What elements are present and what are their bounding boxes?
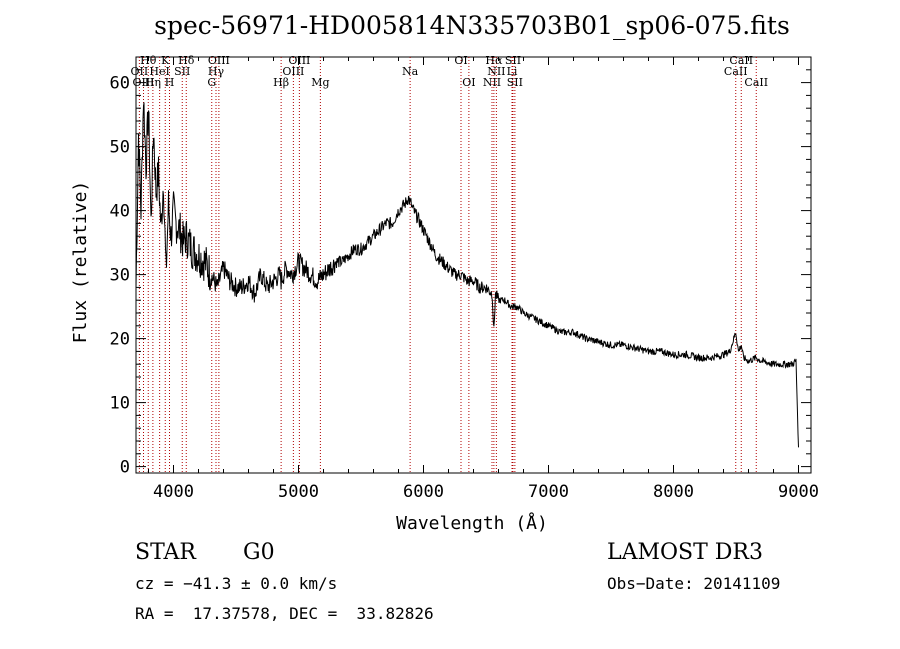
line-label-nii: NII (487, 65, 505, 78)
line-label-sii: SII (505, 54, 521, 67)
line-label-sii: SII (174, 65, 190, 78)
line-label-g: G (207, 76, 216, 89)
chart-title: spec-56971-HD005814N335703B01_sp06-075.f… (154, 11, 790, 40)
flux-series-line (135, 102, 799, 448)
line-label-k: K (161, 54, 170, 67)
y-axis-label: Flux (relative) (70, 181, 91, 344)
line-label-caii: CaII (729, 54, 753, 67)
spectral-line-markers (138, 57, 757, 473)
y-tick-label: 30 (110, 266, 130, 286)
y-tick-label: 40 (110, 202, 130, 222)
y-tick-label: 60 (110, 74, 130, 94)
line-label-li: Li (507, 65, 518, 78)
object-class: STAR (135, 540, 196, 565)
line-label-oi: OI (454, 54, 467, 67)
x-tick-label: 6000 (403, 482, 444, 502)
line-label-oi: OI (462, 76, 475, 89)
line-label-oiii: OIII (288, 54, 310, 67)
line-label-hδ: Hδ (178, 54, 195, 67)
line-label-oiii: OIII (282, 65, 304, 78)
y-tick-label: 0 (120, 458, 130, 478)
coordinates: RA = 17.37578, DEC = 33.82826 (135, 604, 434, 623)
plot-frame (135, 56, 812, 474)
survey-label: LAMOST DR3 (607, 540, 763, 565)
line-label-hη: Hη (145, 76, 161, 89)
line-label-oiii: OIII (208, 54, 230, 67)
x-tick-label: 9000 (778, 482, 819, 502)
line-label-na: Na (402, 65, 419, 78)
x-tick-label: 7000 (528, 482, 569, 502)
line-label-oii: OII (131, 65, 149, 78)
line-label-hβ: Hβ (273, 76, 289, 89)
y-tick-label: 50 (110, 138, 130, 158)
line-label-caii: CaII (744, 76, 768, 89)
redshift-cz: cz = −41.3 ± 0.0 km/s (135, 574, 338, 593)
x-axis-ticks: 4000 5000 6000 7000 8000 9000 (148, 57, 819, 502)
y-tick-label: 20 (110, 330, 130, 350)
x-axis-label: Wavelength (Å) (396, 512, 548, 534)
x-tick-label: 4000 (153, 482, 194, 502)
line-label-h: H (165, 76, 175, 89)
line-label-nii: NII (483, 76, 501, 89)
x-tick-label: 5000 (278, 482, 319, 502)
y-axis-ticks: 0 10 20 30 40 50 60 (110, 69, 811, 478)
observation-date: Obs−Date: 20141109 (607, 574, 781, 593)
x-tick-label: 8000 (653, 482, 694, 502)
y-tick-label: 10 (110, 394, 130, 414)
line-label-hei: HeI (149, 65, 169, 78)
object-subclass: G0 (243, 540, 275, 565)
line-label-caii: CaII (724, 65, 748, 78)
line-label-mg: Mg (311, 76, 329, 89)
line-label-hγ: Hγ (208, 65, 225, 78)
line-label-sii: SII (507, 76, 523, 89)
